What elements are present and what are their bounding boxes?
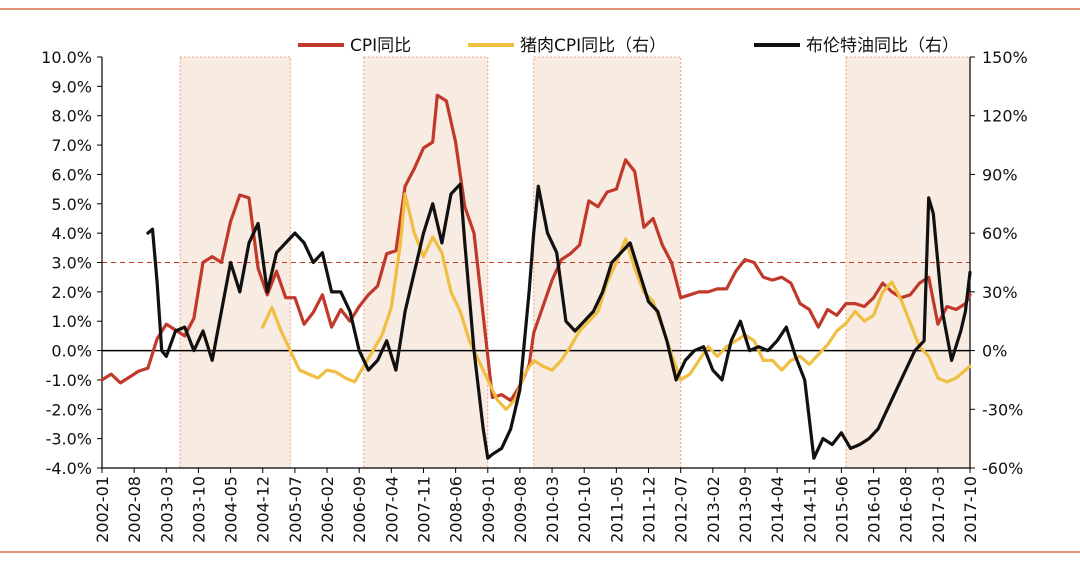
x-tick-label: 2002-08: [125, 476, 144, 543]
x-tick-label: 2003-10: [189, 476, 208, 543]
y-tick-label: 9.0%: [51, 77, 92, 96]
series-line: [146, 182, 972, 460]
y-tick-label: 5.0%: [51, 195, 92, 214]
x-tick-label: 2013-02: [704, 476, 723, 543]
x-tick-label: 2008-06: [447, 476, 466, 543]
x-tick-label: 2004-12: [254, 476, 273, 543]
x-tick-label: 2007-11: [414, 476, 433, 543]
x-tick-label: 2015-06: [832, 476, 851, 543]
x-tick-label: 2003-03: [157, 476, 176, 543]
y-tick-label: 3.0%: [51, 254, 92, 273]
x-tick-label: 2014-04: [768, 476, 787, 543]
y2-tick-label: 0%: [982, 342, 1007, 361]
x-tick-label: 2006-02: [318, 476, 337, 543]
x-tick-label: 2010-10: [575, 476, 594, 543]
y-tick-label: 4.0%: [51, 224, 92, 243]
x-tick-label: 2017-10: [961, 476, 980, 543]
x-tick-label: 2016-01: [865, 476, 884, 543]
y2-tick-label: 30%: [982, 283, 1018, 302]
series-line: [261, 192, 972, 411]
y-tick-label: 1.0%: [51, 312, 92, 331]
y-tick-label: 2.0%: [51, 283, 92, 302]
x-tick-label: 2009-08: [511, 476, 530, 543]
legend-label: 猪肉CPI同比（右）: [520, 36, 666, 56]
x-tick-label: 2012-07: [672, 476, 691, 543]
series-lines: [100, 93, 972, 460]
y-tick-label: 6.0%: [51, 165, 92, 184]
y-tick-label: -1.0%: [46, 371, 92, 390]
shaded-period: [179, 56, 291, 469]
y-tick-label: 0.0%: [51, 342, 92, 361]
x-tick-label: 2017-03: [929, 476, 948, 543]
y-tick-label: -4.0%: [46, 459, 92, 478]
y2-tick-label: 150%: [982, 48, 1028, 67]
x-tick-label: 2005-07: [286, 476, 305, 543]
series-line: [100, 93, 972, 403]
y-tick-label: -2.0%: [46, 400, 92, 419]
y-tick-label: 7.0%: [51, 136, 92, 155]
legend-label: CPI同比: [350, 36, 411, 56]
y2-tick-label: 90%: [982, 165, 1018, 184]
x-tick-label: 2011-05: [607, 476, 626, 543]
y2-tick-label: -60%: [982, 459, 1023, 478]
legend-label: 布伦特油同比（右）: [806, 36, 959, 56]
y-tick-label: -3.0%: [46, 430, 92, 449]
legend: CPI同比 猪肉CPI同比（右） 布伦特油同比（右）: [298, 36, 959, 56]
x-tick-label: 2007-04: [382, 476, 401, 543]
x-tick-label: 2013-09: [736, 476, 755, 543]
x-tick-label: 2016-08: [897, 476, 916, 543]
y-tick-label: 8.0%: [51, 107, 92, 126]
shaded-periods: [179, 56, 971, 469]
axes: 10.0% 9.0% 8.0% 7.0% 6.0% 5.0% 4.0% 3.0% 2.0% 1.0…: [41, 48, 1028, 543]
x-tick-label: 2011-12: [640, 476, 659, 543]
x-tick-label: 2006-09: [350, 476, 369, 543]
y2-tick-label: -30%: [982, 400, 1023, 419]
y2-tick-label: 120%: [982, 107, 1028, 126]
y-tick-label: 10.0%: [41, 48, 92, 67]
x-tick-label: 2002-01: [93, 476, 112, 543]
x-tick-label: 2010-03: [543, 476, 562, 543]
x-tick-label: 2009-01: [479, 476, 498, 543]
y2-tick-label: 60%: [982, 224, 1018, 243]
x-tick-label: 2014-11: [800, 476, 819, 543]
x-tick-label: 2004-05: [222, 476, 241, 543]
